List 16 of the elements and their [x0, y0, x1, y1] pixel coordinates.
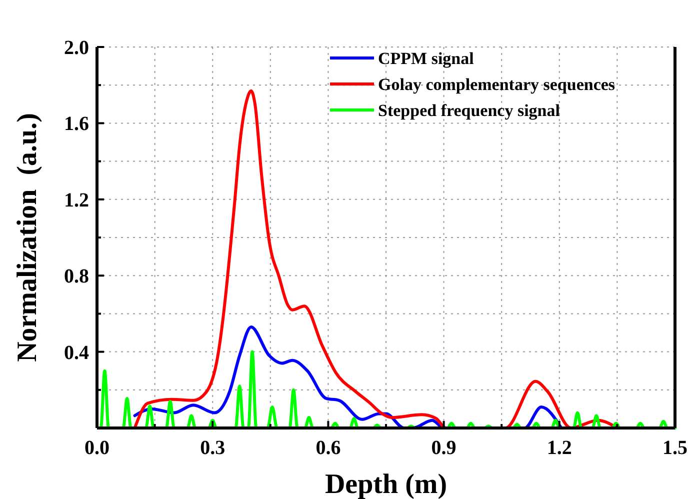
- legend-label: Stepped frequency signal: [378, 101, 560, 120]
- x-tick-label: 0.0: [84, 437, 110, 459]
- y-tick-label: 2.0: [64, 37, 89, 59]
- x-tick-label: 0.6: [316, 437, 341, 459]
- y-tick-label: 1.6: [64, 113, 89, 136]
- y-tick-label: 1.2: [64, 189, 89, 212]
- legend-label: CPPM signal: [378, 49, 474, 68]
- x-tick-label: 0.9: [431, 437, 456, 459]
- y-tick-label: 0.4: [64, 342, 89, 364]
- y-axis-title: Normalization (a.u.): [12, 113, 43, 362]
- x-tick-label: 1.2: [546, 437, 572, 459]
- y-tick-label: 0.8: [64, 266, 89, 288]
- x-axis-title: Depth (m): [324, 469, 448, 499]
- x-tick-label: 1.5: [662, 437, 688, 459]
- x-tick-label: 0.3: [200, 437, 226, 459]
- legend-label: Golay complementary sequences: [378, 75, 616, 94]
